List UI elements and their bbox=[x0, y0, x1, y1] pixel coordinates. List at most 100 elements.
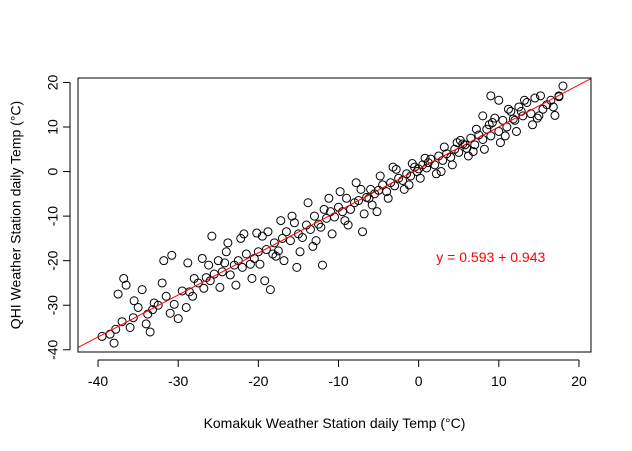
data-point bbox=[511, 126, 521, 136]
data-point bbox=[338, 207, 348, 217]
data-point bbox=[364, 193, 374, 203]
data-point bbox=[342, 193, 352, 203]
data-point bbox=[157, 278, 167, 288]
data-point bbox=[183, 258, 193, 268]
data-point bbox=[346, 204, 356, 214]
data-point bbox=[121, 280, 131, 290]
data-point bbox=[137, 285, 147, 295]
data-point bbox=[375, 171, 385, 181]
data-point bbox=[534, 111, 544, 121]
data-point bbox=[309, 211, 319, 221]
data-point bbox=[159, 256, 169, 266]
data-point bbox=[173, 314, 183, 324]
y-tick-label: 20 bbox=[45, 74, 61, 90]
data-point bbox=[313, 219, 323, 229]
data-point bbox=[233, 256, 243, 266]
data-point bbox=[225, 270, 235, 280]
data-point bbox=[439, 142, 449, 152]
data-point bbox=[495, 138, 505, 148]
data-point bbox=[383, 193, 393, 203]
data-point bbox=[500, 131, 510, 141]
data-point bbox=[199, 283, 209, 293]
x-tick-label: 0 bbox=[415, 373, 423, 389]
data-point bbox=[423, 158, 433, 168]
data-point bbox=[279, 256, 289, 266]
data-point bbox=[287, 211, 297, 221]
x-tick-label: -30 bbox=[168, 373, 188, 389]
data-point bbox=[289, 218, 299, 228]
data-point bbox=[431, 169, 441, 179]
points-layer bbox=[97, 81, 568, 348]
data-point bbox=[207, 231, 217, 241]
x-tick-label: 20 bbox=[571, 373, 587, 389]
data-point bbox=[268, 249, 278, 259]
data-point bbox=[514, 102, 524, 112]
data-point bbox=[253, 247, 263, 257]
data-point bbox=[460, 140, 470, 150]
data-point bbox=[399, 184, 409, 194]
data-point bbox=[378, 180, 388, 190]
data-point bbox=[503, 104, 513, 114]
data-point bbox=[231, 280, 241, 290]
data-point bbox=[486, 131, 496, 141]
data-point bbox=[265, 285, 275, 295]
data-point bbox=[223, 238, 233, 248]
data-point bbox=[486, 91, 496, 101]
data-point bbox=[257, 231, 267, 241]
y-tick-label: -40 bbox=[45, 339, 61, 359]
data-point bbox=[335, 187, 345, 197]
x-tick-label: -20 bbox=[248, 373, 268, 389]
data-point bbox=[281, 227, 291, 237]
data-point bbox=[340, 216, 350, 226]
data-point bbox=[215, 282, 225, 292]
data-point bbox=[236, 233, 246, 243]
data-point bbox=[532, 113, 542, 123]
data-point bbox=[420, 153, 430, 163]
data-point bbox=[479, 144, 489, 154]
data-point bbox=[527, 120, 537, 130]
data-point bbox=[406, 171, 416, 181]
data-point bbox=[308, 241, 318, 251]
data-point bbox=[119, 273, 129, 283]
data-point bbox=[197, 253, 207, 263]
data-point bbox=[217, 267, 227, 277]
data-point bbox=[292, 262, 302, 272]
data-point bbox=[143, 309, 153, 319]
data-point bbox=[372, 207, 382, 217]
data-point bbox=[239, 229, 249, 239]
data-point bbox=[153, 300, 163, 310]
data-point bbox=[188, 291, 198, 301]
data-point bbox=[358, 227, 368, 237]
data-point bbox=[508, 114, 518, 124]
data-point bbox=[343, 220, 353, 230]
data-point bbox=[471, 124, 481, 134]
data-point bbox=[354, 196, 364, 206]
x-axis-label: Komakuk Weather Station daily Temp (°C) bbox=[204, 415, 466, 431]
x-tick-label: -40 bbox=[88, 373, 108, 389]
data-point bbox=[546, 95, 556, 105]
data-point bbox=[193, 278, 203, 288]
data-point bbox=[213, 256, 223, 266]
data-point bbox=[145, 327, 155, 337]
x-axis: -40 -30 -20 -10 0 10 20 bbox=[88, 359, 587, 389]
data-point bbox=[247, 273, 257, 283]
y-tick-label: 0 bbox=[45, 167, 61, 175]
data-point bbox=[113, 289, 123, 299]
x-tick-label: 10 bbox=[491, 373, 507, 389]
data-point bbox=[125, 323, 135, 332]
data-point bbox=[550, 110, 560, 120]
data-point bbox=[351, 178, 361, 188]
data-point bbox=[261, 245, 271, 255]
data-point bbox=[407, 159, 417, 169]
data-point bbox=[494, 95, 504, 105]
data-point bbox=[148, 305, 158, 315]
data-point bbox=[161, 291, 171, 301]
data-point bbox=[484, 120, 494, 130]
data-point bbox=[536, 91, 545, 101]
data-point bbox=[204, 260, 214, 270]
data-point bbox=[273, 246, 283, 256]
data-point bbox=[128, 313, 138, 323]
data-point bbox=[447, 160, 457, 170]
data-point bbox=[359, 209, 369, 219]
